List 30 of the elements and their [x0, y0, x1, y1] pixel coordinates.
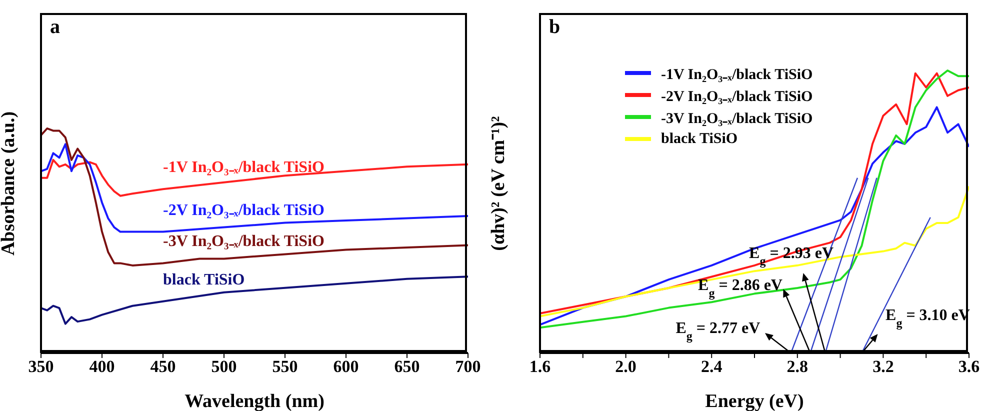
chart-title: b	[549, 16, 560, 39]
chart-title: a	[50, 16, 60, 39]
series-label: -1V In₂O₃₋ₓ/black TiSiO	[163, 159, 324, 176]
x-tick-label: 2.4	[700, 357, 723, 376]
x-tick-label: 500	[211, 357, 237, 376]
x-tick-label: 450	[150, 357, 176, 376]
series-label: black TiSiO	[163, 271, 245, 288]
legend-label: -2V In₂O₃₋ₓ/black TiSiO	[661, 88, 813, 106]
series-label: -3V In₂O₃₋ₓ/black TiSiO	[163, 233, 324, 250]
x-tick-label: 550	[272, 357, 298, 376]
annotation: E$_{g}$ = 2.77 eV	[676, 320, 761, 343]
x-tick-label: 400	[89, 357, 115, 376]
legend-label: -3V In₂O₃₋ₓ/black TiSiO	[661, 110, 813, 128]
x-axis-title: Energy (eV)	[705, 391, 804, 411]
series-label: -2V In₂O₃₋ₓ/black TiSiO	[163, 202, 324, 219]
y-axis-title: Absorbance (a.u.)	[0, 111, 19, 256]
x-tick-label: 350	[28, 357, 54, 376]
legend-label: black TiSiO	[661, 130, 738, 148]
x-tick-label: 1.6	[529, 357, 551, 376]
x-axis-title: Wavelength (nm)	[184, 391, 324, 411]
x-tick-label: 2.8	[786, 357, 808, 376]
y-axis-title: (αhv)² (eV cm⁻¹)²	[488, 116, 509, 251]
annotation: E$_{g}$ = 2.86 eV	[698, 277, 783, 300]
x-tick-label: 600	[333, 357, 359, 376]
x-tick-label: 650	[394, 357, 420, 376]
x-tick-label: 2.0	[615, 357, 636, 376]
x-tick-label: 3.2	[872, 357, 894, 376]
legend-label: -1V In₂O₃₋ₓ/black TiSiO	[661, 66, 813, 84]
x-tick-label: 3.6	[958, 357, 980, 376]
x-tick-label: 700	[455, 357, 481, 376]
